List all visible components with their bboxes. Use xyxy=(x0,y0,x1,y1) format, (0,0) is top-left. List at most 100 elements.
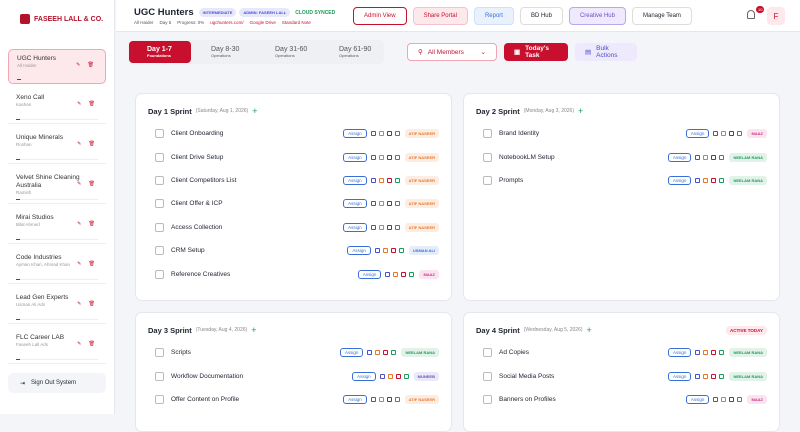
task-icon[interactable] xyxy=(386,396,392,402)
sign-out[interactable]: ⇥ Sign Out System xyxy=(8,373,106,393)
task-icon[interactable] xyxy=(370,131,376,137)
assign-button[interactable]: Assign xyxy=(352,371,376,381)
task-icon[interactable] xyxy=(737,131,743,137)
task-icon[interactable] xyxy=(383,350,389,356)
project-item[interactable]: Lead Gen Experts Usman Ali Ads ✎ 🗑 xyxy=(8,289,106,324)
tab[interactable]: Day 31-60 Operations xyxy=(257,41,319,63)
checkbox[interactable] xyxy=(155,246,164,256)
task-icon[interactable] xyxy=(394,201,400,207)
project-icons[interactable]: ✎ 🗑 xyxy=(77,141,98,147)
checkbox[interactable] xyxy=(155,129,164,139)
task-icon[interactable] xyxy=(375,350,381,356)
task-icon[interactable] xyxy=(370,224,376,230)
tab[interactable]: Day 1-7 Foundations xyxy=(129,41,191,63)
task-icon[interactable] xyxy=(379,373,385,379)
task-icon[interactable] xyxy=(703,373,709,379)
project-icons[interactable]: ✎ 🗑 xyxy=(77,341,98,347)
task-icon[interactable] xyxy=(394,154,400,160)
task-icon[interactable] xyxy=(378,177,384,183)
assign-button[interactable]: Assign xyxy=(339,348,364,358)
member-filter[interactable]: ⚲ All Members ⌄ xyxy=(407,43,497,61)
assign-button[interactable]: Assign xyxy=(667,371,692,381)
add-task[interactable]: + xyxy=(252,106,258,116)
tab[interactable]: Day 61-90 Operations xyxy=(321,41,383,63)
link[interactable]: Standard Note xyxy=(281,20,311,25)
checkbox[interactable] xyxy=(155,175,164,185)
task-icon[interactable] xyxy=(711,373,717,379)
project-item[interactable]: FLC Career LAB Faseeh Lall Ads ✎ 🗑 xyxy=(8,329,106,364)
task-icon[interactable] xyxy=(387,373,393,379)
add-task[interactable]: + xyxy=(577,106,584,116)
task-icon[interactable] xyxy=(386,177,392,183)
header-button[interactable]: Creative Hub xyxy=(568,7,626,25)
task-icon[interactable] xyxy=(695,154,701,160)
task-icon[interactable] xyxy=(391,350,397,356)
assign-button[interactable]: Assign xyxy=(343,222,367,232)
bulk-actions[interactable]: ▤ Bulk Actions xyxy=(575,43,637,61)
assign-button[interactable]: Assign xyxy=(667,152,692,162)
task-icon[interactable] xyxy=(409,271,415,277)
header-button[interactable]: Share Portal xyxy=(412,7,468,25)
bell[interactable] xyxy=(747,10,755,19)
project-icons[interactable]: ✎ 🗑 xyxy=(76,62,97,68)
project-icons[interactable]: ✎ 🗑 xyxy=(77,181,98,187)
task-icon[interactable] xyxy=(703,154,709,160)
assign-button[interactable]: Assign xyxy=(667,175,692,185)
assign-button[interactable]: Assign xyxy=(343,394,367,404)
task-icon[interactable] xyxy=(370,201,376,207)
project-icons[interactable]: ✎ 🗑 xyxy=(77,221,98,227)
project-item[interactable]: Code Industries Ayman Khan, Ahmad Khan ✎ 🗑 xyxy=(8,249,106,284)
header-button[interactable]: Report xyxy=(473,7,514,25)
add-task[interactable]: + xyxy=(586,325,592,335)
project-icons[interactable]: ✎ 🗑 xyxy=(77,301,98,307)
task-icon[interactable] xyxy=(386,201,392,207)
task-icon[interactable] xyxy=(370,154,376,160)
project-icons[interactable]: ✎ 🗑 xyxy=(77,261,98,267)
project-icons[interactable]: ✎ 🗑 xyxy=(77,101,98,107)
avatar[interactable]: F xyxy=(767,7,785,25)
project-item[interactable]: Mirai Studios Bilal Ahmed ✎ 🗑 xyxy=(8,209,106,244)
link[interactable]: ugchunters.com/ xyxy=(210,20,244,25)
header-button[interactable]: Admin View xyxy=(353,7,407,25)
assign-button[interactable]: Assign xyxy=(357,269,382,279)
task-icon[interactable] xyxy=(713,396,719,402)
task-icon[interactable] xyxy=(401,271,407,277)
task-icon[interactable] xyxy=(721,131,727,137)
assign-button[interactable]: Assign xyxy=(343,152,367,162)
task-icon[interactable] xyxy=(711,154,717,160)
task-icon[interactable] xyxy=(393,271,399,277)
task-icon[interactable] xyxy=(719,350,725,356)
task-icon[interactable] xyxy=(721,396,727,402)
task-icon[interactable] xyxy=(713,131,719,137)
task-icon[interactable] xyxy=(374,248,380,254)
checkbox[interactable] xyxy=(483,348,492,358)
today-task[interactable]: ▣ Today's Task xyxy=(504,43,568,61)
checkbox[interactable] xyxy=(155,199,164,209)
project-item[interactable]: Xeno Call Kashan ✎ 🗑 xyxy=(8,89,106,124)
assign-button[interactable]: Assign xyxy=(685,394,710,404)
task-icon[interactable] xyxy=(386,131,392,137)
project-item[interactable]: Velvet Shine Cleaning Australia Ramish ✎ 🗑 xyxy=(8,169,106,204)
assign-button[interactable]: Assign xyxy=(343,199,367,209)
checkbox[interactable] xyxy=(483,152,492,162)
checkbox[interactable] xyxy=(155,348,164,358)
tab[interactable]: Day 8-30 Operations xyxy=(193,41,255,63)
header-button[interactable]: BD Hub xyxy=(519,7,563,25)
task-icon[interactable] xyxy=(695,350,701,356)
task-icon[interactable] xyxy=(370,177,376,183)
checkbox[interactable] xyxy=(155,152,164,162)
task-icon[interactable] xyxy=(394,396,400,402)
task-icon[interactable] xyxy=(385,271,391,277)
task-icon[interactable] xyxy=(390,248,396,254)
task-icon[interactable] xyxy=(382,248,388,254)
task-icon[interactable] xyxy=(386,224,392,230)
task-icon[interactable] xyxy=(394,177,400,183)
task-icon[interactable] xyxy=(711,177,717,183)
checkbox[interactable] xyxy=(155,269,164,279)
task-icon[interactable] xyxy=(378,396,384,402)
link[interactable]: Google Drive xyxy=(249,20,276,25)
task-icon[interactable] xyxy=(737,396,743,402)
checkbox[interactable] xyxy=(155,394,164,404)
task-icon[interactable] xyxy=(394,224,400,230)
task-icon[interactable] xyxy=(367,350,373,356)
